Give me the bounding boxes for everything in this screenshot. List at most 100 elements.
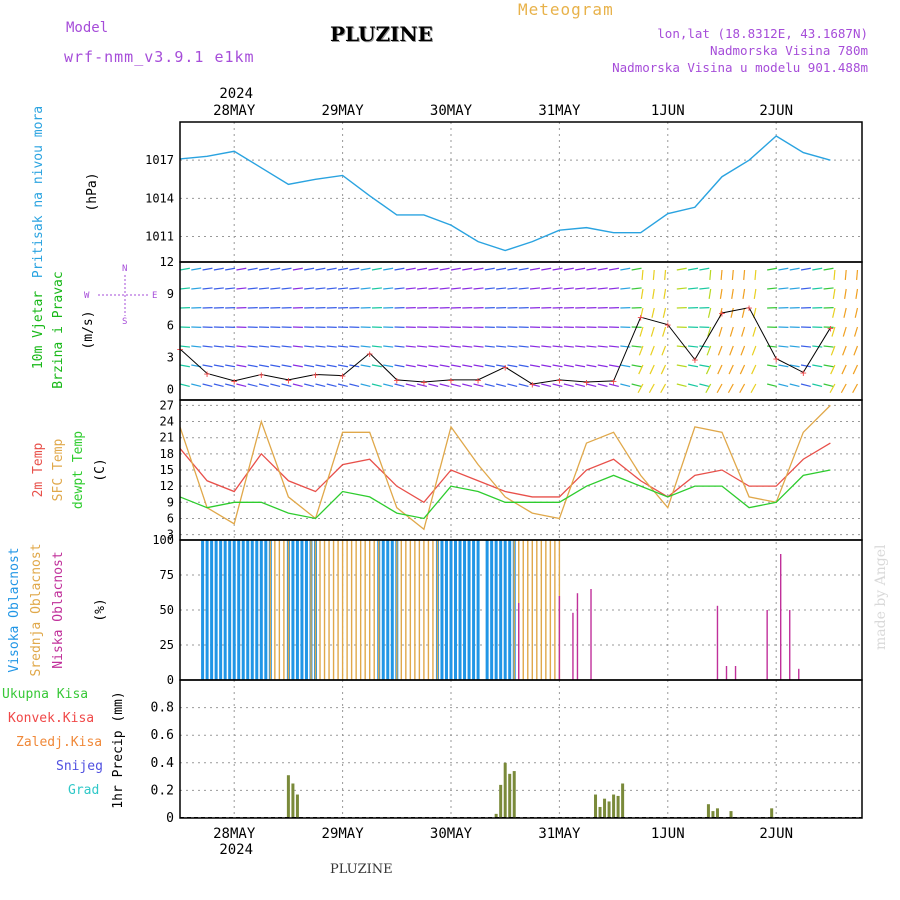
- precip-bar: [715, 808, 719, 818]
- precip-tick: 0.6: [151, 728, 174, 743]
- wind-arrow: [563, 287, 574, 290]
- compass-e: E: [152, 291, 157, 301]
- wind-arrow: [586, 267, 597, 271]
- pressure-tick: 1014: [145, 191, 174, 205]
- wind-arrow: [831, 326, 836, 337]
- wind-arrow: [371, 287, 382, 290]
- wind-arrow: [853, 345, 859, 356]
- wind-arrow: [638, 345, 644, 356]
- wind-arrow: [270, 364, 281, 368]
- wind-arrow: [507, 364, 518, 368]
- wind-arrow: [676, 364, 687, 368]
- wind-arrow: [731, 288, 734, 299]
- wind-arrow: [586, 364, 597, 368]
- wind-arrow: [428, 267, 439, 271]
- wind-arrow: [742, 288, 746, 299]
- wind-arrow: [699, 287, 710, 290]
- wind-arrow: [529, 383, 540, 388]
- wind-arrow: [767, 287, 778, 290]
- year-label-bottom: 2024: [219, 842, 253, 858]
- wind-arrow: [649, 364, 655, 375]
- wind-tick: 0: [167, 382, 174, 396]
- wind-gust-marker: +: [800, 366, 807, 379]
- wind-arrow: [191, 345, 202, 348]
- wind-arrow: [823, 364, 834, 368]
- wind-arrow: [179, 383, 190, 388]
- cloud-tick: 100: [152, 533, 174, 547]
- wind-arrow: [705, 383, 712, 394]
- wind-arrow: [518, 364, 529, 368]
- wind-arrow: [258, 345, 270, 348]
- temp-tick: 21: [160, 431, 174, 445]
- pressure-tick: 1011: [145, 230, 174, 244]
- wind-arrow: [717, 364, 723, 375]
- wind-arrow: [718, 326, 723, 337]
- wind-arrow: [270, 287, 281, 290]
- wind-arrow: [552, 383, 563, 388]
- wind-gust-marker: +: [746, 302, 753, 315]
- wind-arrow: [637, 383, 644, 394]
- wind-arrow: [202, 345, 213, 348]
- wind-arrow: [326, 345, 337, 348]
- wind-arrow: [304, 267, 315, 271]
- wind-arrow: [778, 287, 789, 290]
- high-cloud-bar: [250, 540, 254, 680]
- wind-gust-marker: +: [366, 347, 373, 360]
- wind-tick: 9: [167, 287, 174, 301]
- wind-gust-marker: +: [556, 374, 563, 387]
- wind-arrow: [326, 383, 337, 388]
- wind-gust-marker: +: [529, 378, 536, 391]
- wind-arrow: [767, 364, 778, 368]
- wind-arrow: [225, 364, 236, 368]
- wind-arrow: [575, 383, 586, 388]
- wind-arrow: [281, 345, 292, 348]
- wind-arrow: [258, 287, 270, 290]
- wind-arrow: [699, 267, 710, 271]
- compass-n: N: [122, 264, 127, 274]
- wind-arrow: [202, 383, 213, 388]
- wind-arrow: [739, 364, 746, 375]
- wind-label-2: Brzina i Pravac: [51, 271, 66, 388]
- wind-arrow: [586, 383, 597, 388]
- wind-arrow: [281, 267, 292, 271]
- high-cloud-bar: [485, 540, 489, 680]
- wind-arrow: [326, 287, 337, 290]
- temp-sfc-line: [179, 404, 831, 531]
- wind-arrow: [371, 383, 382, 388]
- wind-arrow: [676, 267, 687, 271]
- wind-arrow: [541, 267, 552, 271]
- wind-arrow: [631, 345, 642, 348]
- wind-arrow: [767, 267, 778, 271]
- wind-arrow: [450, 267, 461, 271]
- wind-arrow: [496, 287, 507, 290]
- wind-arrow: [394, 364, 405, 368]
- temp-tick: 6: [167, 511, 174, 525]
- wind-arrow: [484, 364, 495, 368]
- day-label-top: 1JUN: [651, 103, 685, 119]
- cloud-tick: 75: [160, 568, 174, 582]
- precip-bar: [499, 784, 503, 818]
- wind-arrow: [729, 326, 734, 337]
- wind-arrow: [450, 364, 461, 368]
- wind-arrow: [662, 307, 667, 318]
- high-cloud-bar: [223, 540, 227, 680]
- wind-arrow: [563, 267, 574, 271]
- wind-arrow: [179, 364, 190, 368]
- wind-arrow: [552, 345, 563, 348]
- precip-bar: [770, 808, 774, 818]
- wind-arrow: [541, 364, 552, 368]
- wind-arrow: [812, 287, 823, 290]
- wind-arrow: [405, 383, 416, 388]
- wind-arrow: [213, 267, 224, 271]
- wind-arrow: [800, 383, 811, 388]
- wind-arrow: [315, 345, 326, 348]
- wind-arrow: [840, 383, 847, 394]
- wind-arrow: [371, 345, 382, 348]
- wind-arrow: [631, 287, 642, 290]
- wind-arrow: [688, 345, 699, 348]
- high-cloud-bar: [454, 540, 458, 680]
- precip-bar: [603, 798, 607, 818]
- precip-bar: [291, 783, 295, 818]
- high-cloud-bar: [232, 540, 236, 680]
- wind-arrow: [416, 383, 427, 388]
